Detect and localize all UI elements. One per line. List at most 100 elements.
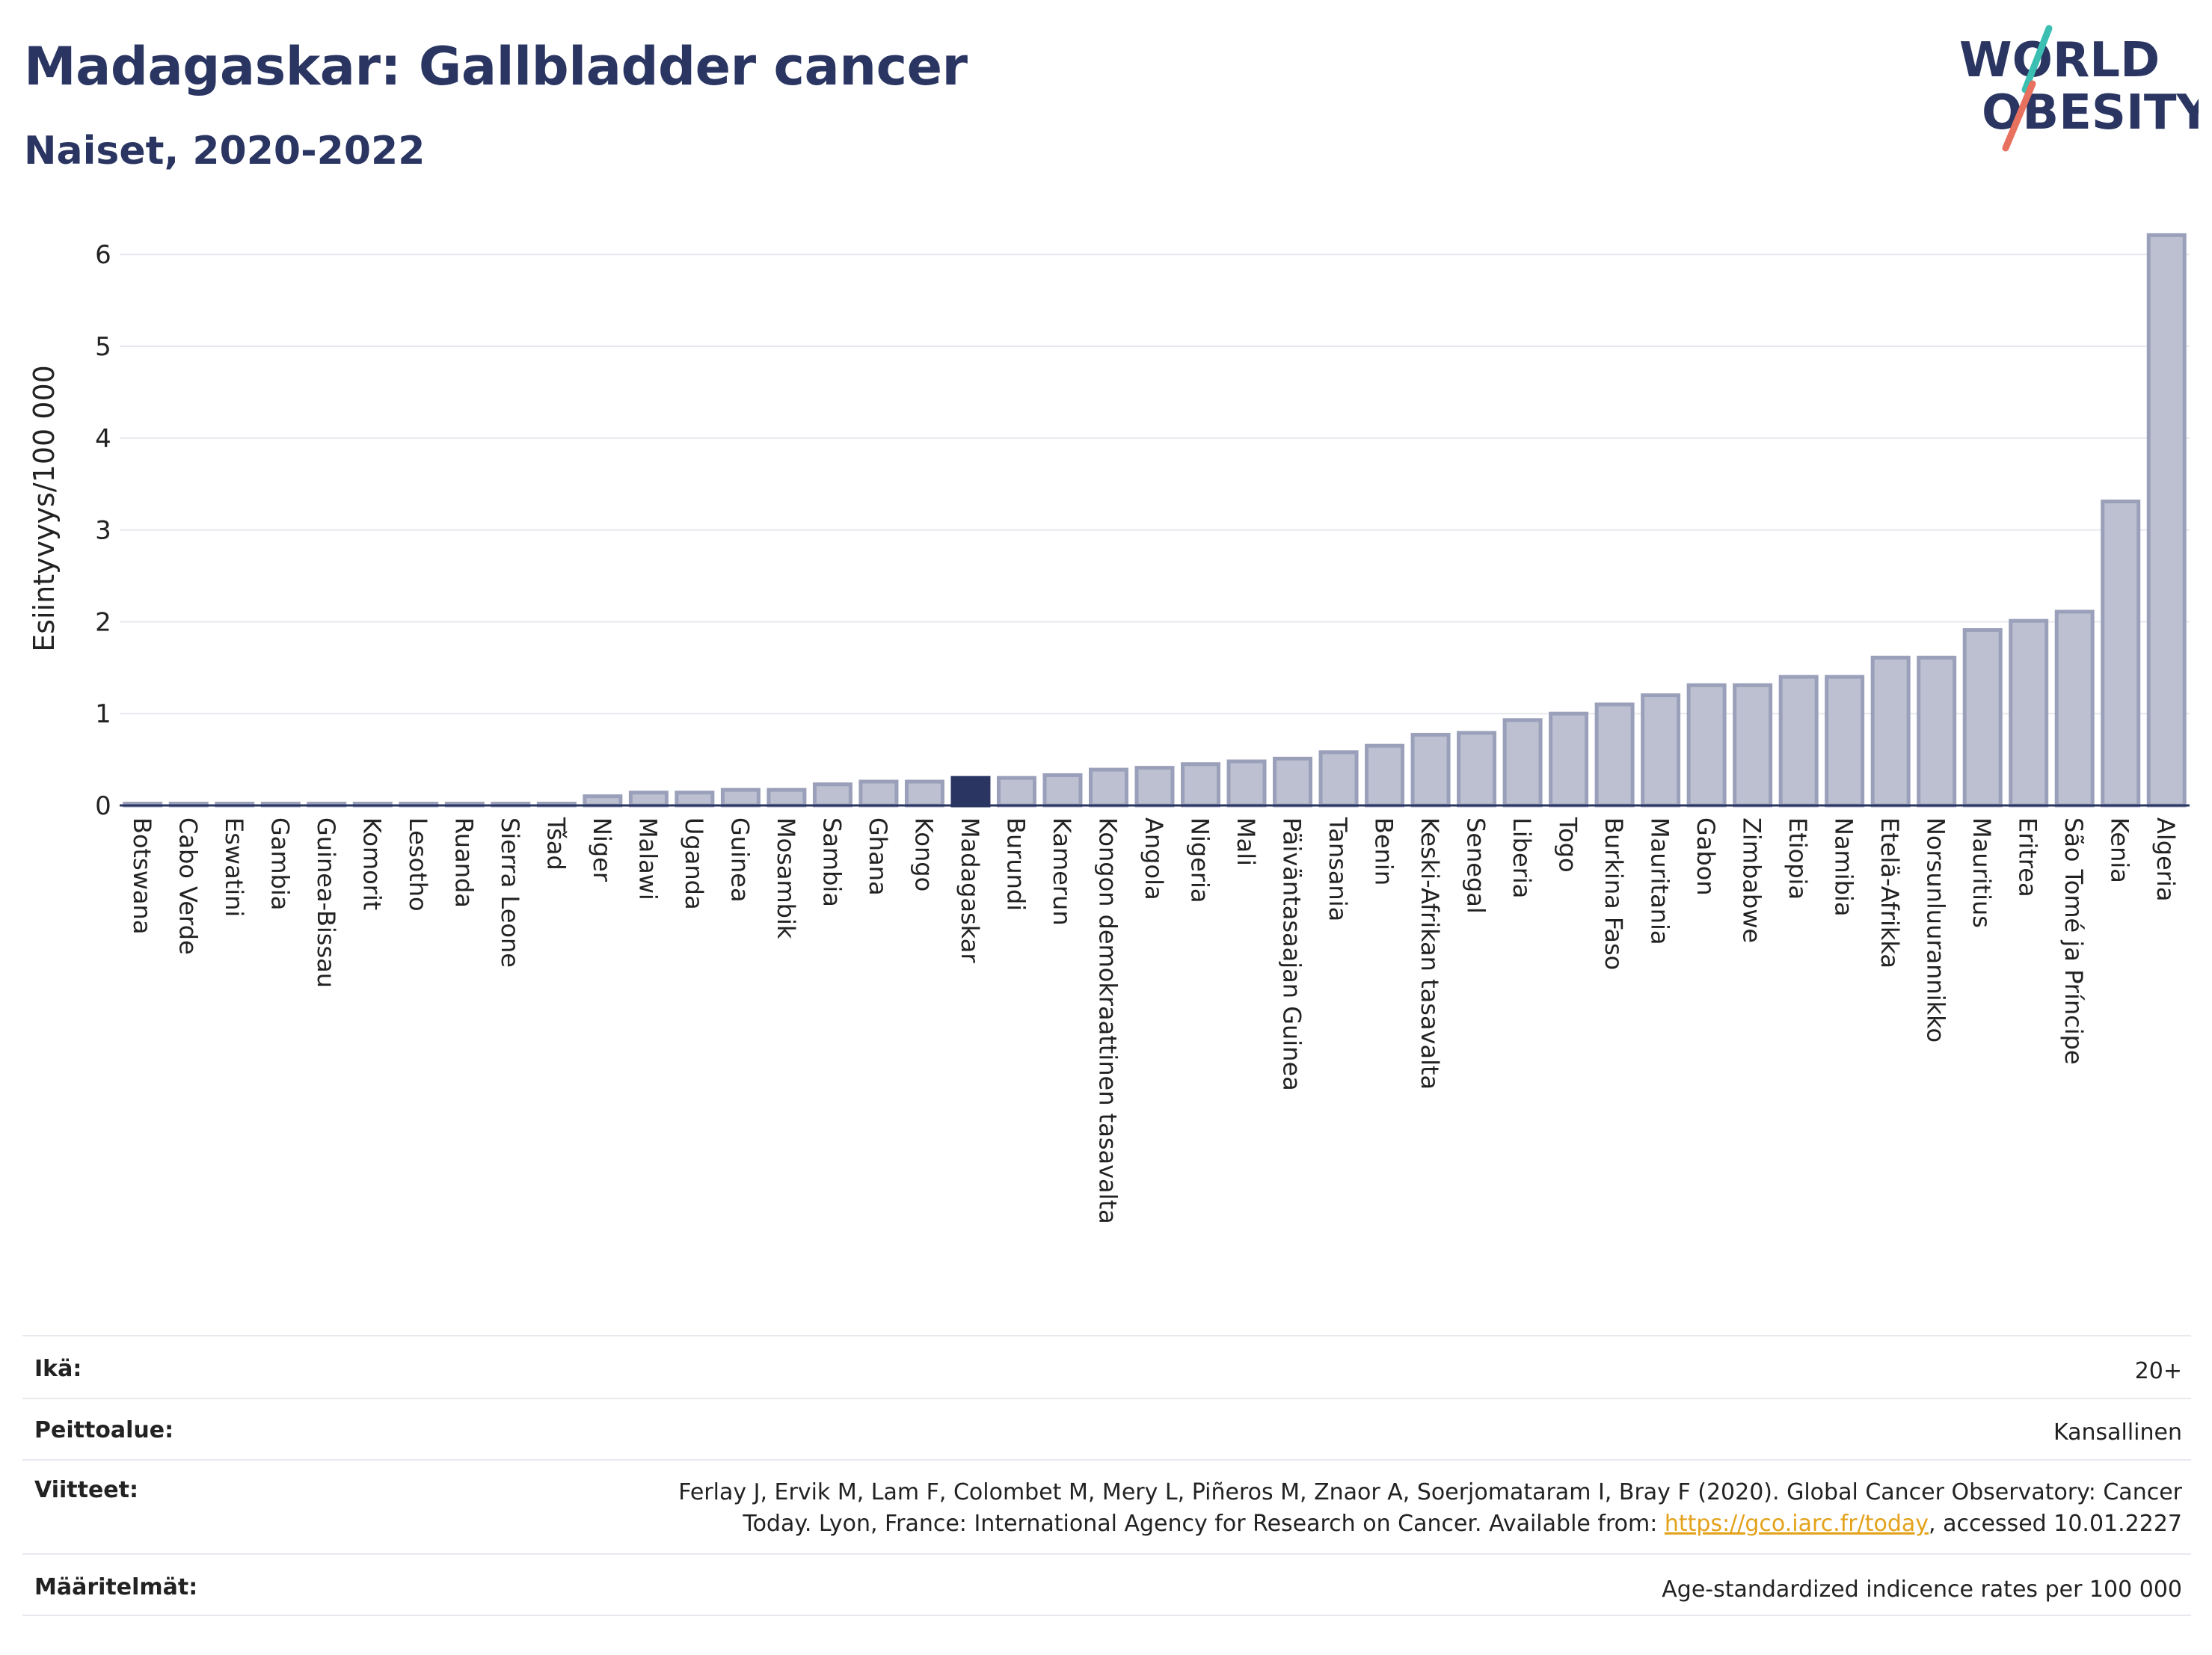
age-label: Ikä: (34, 1356, 82, 1382)
bar (2101, 500, 2141, 808)
x-tick-label: Benin (1370, 817, 1398, 885)
bar (2009, 618, 2049, 808)
logo-teal-stroke (2021, 25, 2053, 93)
bar (812, 782, 852, 808)
x-tick-label: Senegal (1462, 817, 1490, 914)
bar (2146, 233, 2187, 808)
x-tick-label: Nigeria (1186, 817, 1214, 903)
references-label: Viitteet: (34, 1477, 138, 1503)
x-tick-label: Zimbabwe (1738, 817, 1766, 943)
x-tick-label: Gambia (265, 817, 294, 910)
bar (628, 790, 669, 808)
bar (1457, 731, 1497, 808)
bars (123, 233, 2187, 808)
x-tick-label: Angola (1140, 817, 1168, 900)
x-tick-label: Kongon demokraattinen tasavalta (1093, 817, 1122, 1224)
bar (1226, 759, 1267, 808)
bar (2054, 610, 2095, 808)
bar (1549, 711, 1589, 808)
bar (1318, 750, 1359, 808)
x-tick-label: Sierra Leone (496, 817, 524, 968)
info-table: Ikä: 20+ Peittoalue: Kansallinen Viittee… (22, 1335, 2191, 1616)
bar (1365, 743, 1405, 808)
bar-chart: 0 1 2 3 4 5 6 Botswana Cabo Verde Eswatini Gambia… (28, 233, 2190, 1224)
references-value: Ferlay J, Ervik M, Lam F, Colombet M, Me… (678, 1477, 2191, 1540)
x-tick-label: Komorit (357, 817, 386, 910)
info-row-age: Ikä: 20+ (22, 1335, 2191, 1398)
x-tick-label: Liberia (1508, 817, 1536, 898)
bar (1410, 732, 1451, 808)
x-tick-label: Norsunluurannikko (1922, 817, 1950, 1043)
x-tick-label: Kamerun (1048, 817, 1076, 926)
x-tick-label: Gabon (1692, 817, 1720, 896)
age-value: 20+ (2134, 1358, 2182, 1384)
bar (1641, 693, 1681, 808)
chart-subtitle: Naiset, 2020-2022 (24, 129, 425, 174)
bar (1686, 683, 1727, 808)
x-tick-label: Niger (588, 817, 616, 882)
x-tick-label: Malawi (633, 817, 662, 900)
world-obesity-logo: WORLD OBESITY (1959, 25, 2199, 152)
bar (996, 776, 1036, 808)
logo-coral-stroke (2002, 80, 2036, 152)
coverage-value: Kansallinen (2053, 1419, 2182, 1446)
definitions-label: Määritelmät: (34, 1574, 198, 1600)
x-tick-label: Burkina Faso (1600, 817, 1628, 970)
x-tick-label: Sambia (817, 817, 846, 907)
x-tick-label: Ruanda (449, 817, 478, 908)
info-row-references: Viitteet: Ferlay J, Ervik M, Lam F, Colo… (22, 1459, 2191, 1553)
x-tick-label: Ghana (864, 817, 892, 896)
x-tick-label: Keski-Afrikan tasavalta (1416, 817, 1444, 1090)
y-axis-title: Esiintyvyys/100 000 (28, 365, 61, 652)
x-tick-label: Uganda (680, 817, 708, 910)
x-tick-label: Madagaskar (956, 817, 984, 963)
bar (1962, 627, 2003, 808)
x-tick-label: Eritrea (2014, 817, 2042, 897)
references-line2-pre: Today. Lyon, France: International Agenc… (743, 1511, 1665, 1537)
x-tick-label: São Tomé ja Príncipe (2059, 817, 2088, 1065)
x-tick-label: Mali (1232, 817, 1260, 866)
x-tick-label: Tšad (541, 817, 570, 871)
x-tick-label: Eswatini (220, 817, 248, 917)
x-tick-label: Namibia (1830, 817, 1858, 916)
references-line1: Ferlay J, Ervik M, Lam F, Colombet M, Me… (678, 1479, 2182, 1505)
bar (1594, 702, 1635, 808)
bar (904, 779, 944, 808)
chart-title: Madagaskar: Gallbladder cancer (24, 36, 968, 97)
bar (1181, 762, 1221, 808)
definitions-value: Age-standardized indicence rates per 100… (1662, 1576, 2182, 1603)
y-tick-label: 3 (95, 516, 111, 546)
bar (1088, 767, 1128, 808)
x-tick-label: Burundi (1001, 817, 1030, 911)
x-tick-label: Etiopia (1784, 817, 1812, 900)
info-row-definitions: Määritelmät: Age-standardized indicence … (22, 1553, 2191, 1616)
x-tick-label: Guinea (725, 817, 754, 903)
bar-highlighted (950, 776, 991, 808)
y-tick-label: 0 (95, 791, 111, 821)
x-tick-label: Lesotho (404, 817, 432, 912)
bar (1733, 683, 1773, 808)
x-tick-label: Kenia (2106, 817, 2134, 883)
x-tick-label: Tansania (1324, 817, 1352, 921)
info-row-coverage: Peittoalue: Kansallinen (22, 1398, 2191, 1459)
x-tick-label: Mauritius (1967, 817, 1996, 928)
x-tick-label: Mauritania (1646, 817, 1674, 945)
y-tick-label: 5 (95, 332, 111, 362)
bar (766, 787, 807, 808)
y-tick-label: 1 (95, 699, 111, 729)
coverage-label: Peittoalue: (34, 1417, 174, 1443)
x-tick-label: Botswana (128, 817, 156, 934)
x-tick-label: Päiväntasaajan Guinea (1278, 817, 1306, 1091)
grid-lines (120, 254, 2190, 715)
logo-line1: WORLD (1959, 33, 2160, 88)
bar (858, 779, 899, 808)
bar (1502, 718, 1543, 808)
x-tick-label: Mosambik (772, 817, 800, 939)
bar (720, 787, 761, 808)
bar (1825, 675, 1865, 808)
references-link[interactable]: https://gco.iarc.fr/today (1664, 1511, 1929, 1537)
bar (1042, 773, 1083, 808)
y-tick-label: 6 (95, 240, 111, 270)
y-tick-label: 4 (95, 424, 111, 454)
bar (1134, 766, 1175, 808)
